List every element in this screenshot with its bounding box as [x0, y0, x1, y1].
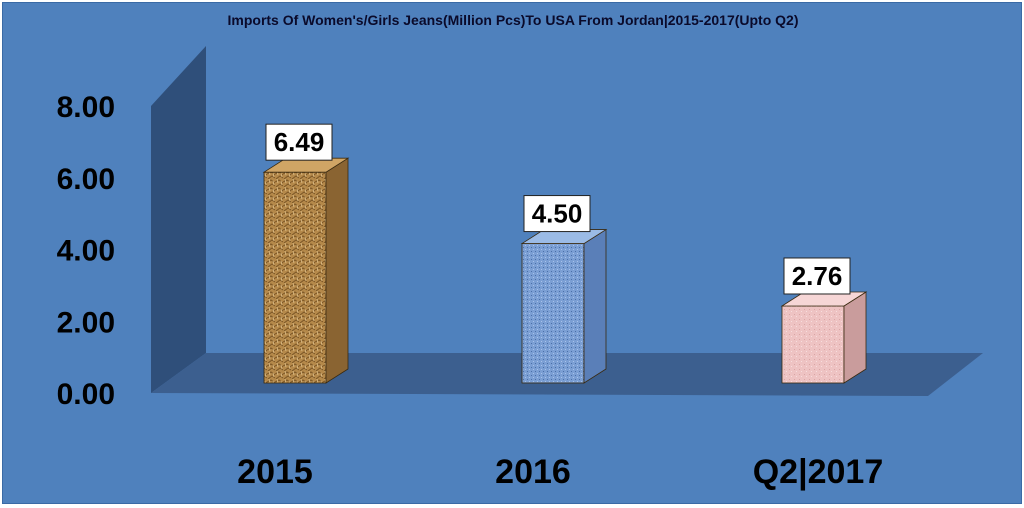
bar-side [583, 228, 607, 384]
x-tick-label: 2015 [237, 453, 313, 491]
data-label-box [523, 195, 591, 233]
bar-top [262, 157, 350, 173]
bar-2016: 4.50 [520, 195, 608, 384]
bars: 6.49 4.50 2.76 [262, 123, 868, 384]
y-tick-label: 2.00 [57, 306, 115, 339]
y-axis: 0.00 2.00 4.00 6.00 8.00 [57, 91, 115, 411]
bar-side [325, 157, 349, 384]
bar-top [520, 229, 608, 244]
y-tick-label: 4.00 [57, 235, 115, 268]
bar-2015: 6.49 [262, 123, 350, 384]
x-tick-label: 2016 [495, 453, 571, 491]
data-label: 2.76 [792, 261, 843, 291]
chart-title: Imports Of Women's/Girls Jeans(Million P… [228, 12, 799, 28]
chart-back-wall [151, 46, 206, 393]
bar-front [263, 171, 327, 384]
data-label-box [783, 257, 851, 295]
bar-chart: Imports Of Women's/Girls Jeans(Million P… [57, 12, 983, 491]
y-tick-label: 8.00 [57, 91, 115, 124]
bar-front [521, 243, 585, 384]
y-tick-label: 6.00 [57, 163, 115, 196]
y-tick-label: 0.00 [57, 378, 115, 411]
bar-side [843, 291, 867, 384]
bar-front [781, 305, 845, 384]
data-label: 4.50 [532, 199, 583, 229]
bar-q2-2017: 2.76 [780, 257, 868, 384]
data-label-box [265, 123, 333, 161]
bar-top [780, 291, 868, 307]
x-axis: 2015 2016 Q2|2017 [237, 453, 883, 491]
x-tick-label: Q2|2017 [753, 453, 884, 491]
data-label: 6.49 [274, 127, 325, 157]
